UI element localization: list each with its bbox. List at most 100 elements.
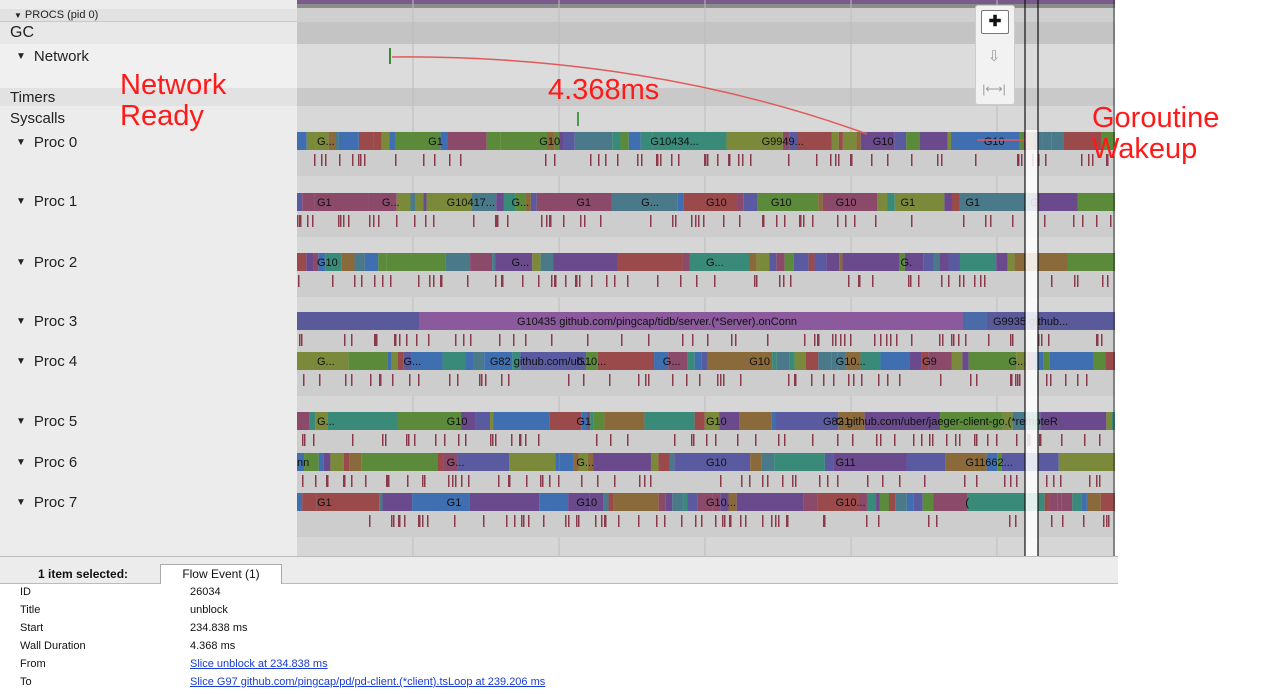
slice — [803, 493, 818, 511]
row-label-proc0[interactable]: ▼ Proc 0 — [16, 134, 78, 151]
collapse-triangle-icon[interactable]: ▼ — [14, 11, 22, 20]
event-tick — [1010, 475, 1012, 487]
event-tick — [506, 515, 508, 527]
slice — [851, 412, 865, 430]
zoom-mode-icon[interactable]: |⟷| — [982, 82, 1006, 96]
from-slice-link[interactable]: Slice unblock at 234.838 ms — [190, 658, 328, 670]
event-tick — [1004, 475, 1006, 487]
slice — [694, 352, 702, 370]
to-slice-link[interactable]: Slice G97 github.com/pingcap/pd/pd-clien… — [190, 676, 546, 688]
row-label-proc5[interactable]: ▼ Proc 5 — [16, 413, 78, 430]
slice — [748, 253, 757, 271]
expand-triangle-icon[interactable]: ▼ — [16, 316, 26, 327]
event-tick — [365, 475, 367, 487]
expand-triangle-icon[interactable]: ▼ — [16, 457, 26, 468]
event-tick — [563, 215, 565, 227]
event-tick — [878, 374, 880, 386]
event-tick — [656, 154, 658, 166]
event-tick — [1096, 334, 1098, 346]
row-label-gc: GC — [10, 24, 34, 41]
procs-process-header[interactable]: ▼ PROCS (pid 0) — [0, 9, 297, 22]
slice — [877, 193, 888, 211]
tab-flow-event[interactable]: Flow Event (1) — [160, 564, 282, 584]
event-tick — [728, 154, 730, 166]
slice — [923, 253, 934, 271]
event-tick — [425, 215, 427, 227]
select-mode-icon[interactable]: ✚ — [981, 10, 1009, 34]
slice — [306, 253, 314, 271]
selection-highlight — [1025, 130, 1038, 556]
row-label-syscalls: Syscalls — [10, 110, 66, 127]
expand-triangle-icon[interactable]: ▼ — [16, 356, 26, 367]
slice-label: G10417... — [447, 197, 495, 209]
event-tick — [707, 334, 709, 346]
event-tick — [823, 515, 825, 527]
expand-triangle-icon[interactable]: ▼ — [16, 416, 26, 427]
event-tick — [866, 515, 868, 527]
slice — [620, 132, 629, 150]
event-tick — [844, 334, 846, 346]
row-label-proc3[interactable]: ▼ Proc 3 — [16, 313, 78, 330]
event-tick — [598, 154, 600, 166]
slice — [475, 412, 491, 430]
event-tick — [788, 154, 790, 166]
slice — [382, 493, 413, 511]
event-tick — [990, 215, 992, 227]
slice — [470, 253, 493, 271]
slice-label: G... — [382, 197, 400, 209]
event-tick — [627, 275, 629, 287]
event-tick — [565, 275, 567, 287]
event-tick — [874, 334, 876, 346]
slice — [297, 453, 305, 471]
expand-triangle-icon[interactable]: ▼ — [16, 497, 26, 508]
event-tick — [932, 434, 934, 446]
event-tick — [1107, 154, 1109, 166]
row-label-proc7[interactable]: ▼ Proc 7 — [16, 494, 78, 511]
event-tick — [837, 475, 839, 487]
row-label-proc4[interactable]: ▼ Proc 4 — [16, 353, 78, 370]
event-tick — [784, 215, 786, 227]
event-tick — [771, 515, 773, 527]
slice — [644, 412, 695, 430]
event-tick — [890, 334, 892, 346]
expand-triangle-icon[interactable]: ▼ — [16, 257, 26, 268]
row-label-proc6[interactable]: ▼ Proc 6 — [16, 454, 78, 471]
event-tick — [427, 515, 429, 527]
event-tick — [576, 515, 578, 527]
slice-label: G10 — [749, 356, 770, 368]
event-tick — [739, 215, 741, 227]
row-label-proc2[interactable]: ▼ Proc 2 — [16, 254, 78, 271]
slice — [361, 453, 438, 471]
row-label-proc1[interactable]: ▼ Proc 1 — [16, 193, 78, 210]
event-tick — [528, 515, 530, 527]
event-tick — [406, 434, 408, 446]
event-tick — [467, 275, 469, 287]
event-tick — [894, 434, 896, 446]
slice — [581, 412, 587, 430]
row-label-timers: Timers — [10, 89, 56, 106]
timeline-canvas[interactable]: G... G1 G10 G10434... G9949... G10 G10 G1 G... G1… — [297, 0, 1115, 556]
event-tick — [448, 475, 450, 487]
slice-label: G10 — [706, 457, 727, 469]
row-subtrack — [297, 271, 1115, 297]
event-tick — [853, 374, 855, 386]
pan-mode-icon[interactable]: ⇩ — [987, 48, 1001, 65]
event-tick — [300, 215, 302, 227]
track-band — [297, 88, 1115, 106]
slice — [515, 193, 526, 211]
timeline-tracks-area[interactable]: G... G1 G10 G10434... G9949... G10 G10 G1 G... G1… — [297, 0, 1115, 556]
expand-triangle-icon[interactable]: ▼ — [16, 196, 26, 207]
expand-triangle-icon[interactable]: ▼ — [16, 51, 26, 62]
event-tick — [424, 475, 426, 487]
event-tick — [740, 374, 742, 386]
row-label-network[interactable]: ▼ Network — [16, 48, 89, 65]
event-tick — [473, 215, 475, 227]
event-tick — [304, 434, 306, 446]
event-tick — [1016, 475, 1018, 487]
slice — [750, 453, 762, 471]
expand-triangle-icon[interactable]: ▼ — [16, 137, 26, 148]
slice-label: G10 — [984, 136, 1005, 148]
slice — [1038, 132, 1043, 150]
slice — [302, 193, 315, 211]
annotation-goroutine-wakeup: Goroutine Wakeup — [1092, 103, 1219, 165]
